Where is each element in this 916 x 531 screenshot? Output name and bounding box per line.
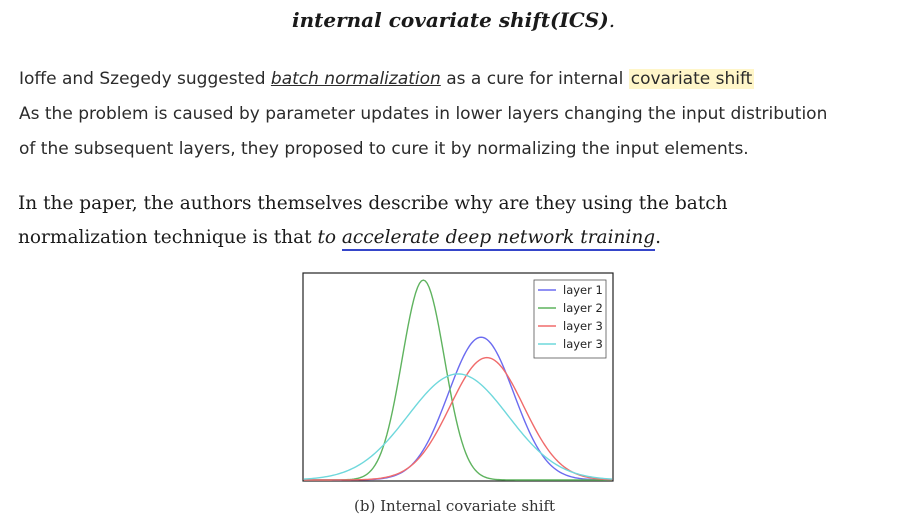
figure-caption: (b) Internal covariate shift (354, 497, 556, 515)
intro-line-3: of the subsequent layers, they proposed … (19, 139, 749, 159)
section-title-text: internal covariate shift(ICS) (292, 8, 609, 32)
paper-line-1: In the paper, the authors themselves des… (18, 193, 728, 214)
series-line-3 (304, 356, 613, 481)
intro-line-1: Ioffe and Szegedy suggested batch normal… (19, 62, 899, 97)
distribution-chart: layer 1 layer 2 layer 3 layer 3 (302, 272, 614, 482)
section-title: internal covariate shift(ICS). (292, 8, 615, 32)
intro-paragraph: Ioffe and Szegedy suggested batch normal… (19, 62, 899, 167)
paper-line-2-prefix: normalization technique is that (18, 227, 318, 248)
legend-box (533, 279, 607, 359)
paper-line-2: normalization technique is that to accel… (18, 221, 898, 255)
series-line-4 (303, 373, 613, 480)
accelerate-training-link[interactable]: accelerate deep network training (341, 227, 656, 251)
legend-label-2: layer 2 (563, 301, 603, 315)
covariate-shift-highlight: covariate shift (628, 69, 755, 89)
series-line-2 (304, 279, 612, 481)
covariate-shift-figure: layer 1 layer 2 layer 3 layer 3 (302, 272, 614, 482)
chart-legend: layer 1 layer 2 layer 3 layer 3 (533, 279, 607, 359)
intro-line-1-middle: as a cure for internal (440, 69, 629, 89)
paper-line-2-to: to (317, 227, 342, 248)
intro-line-2: As the problem is caused by parameter up… (19, 104, 828, 124)
batch-normalization-link[interactable]: batch normalization (270, 69, 441, 89)
legend-label-1: layer 1 (563, 283, 603, 297)
intro-line-1-prefix: Ioffe and Szegedy suggested (19, 69, 271, 89)
section-title-trail: . (608, 8, 616, 32)
legend-label-4: layer 3 (563, 337, 603, 351)
paper-paragraph: In the paper, the authors themselves des… (18, 187, 898, 255)
curves-group (303, 279, 613, 481)
paper-line-2-trail: . (655, 227, 661, 248)
legend-label-3: layer 3 (563, 319, 603, 333)
